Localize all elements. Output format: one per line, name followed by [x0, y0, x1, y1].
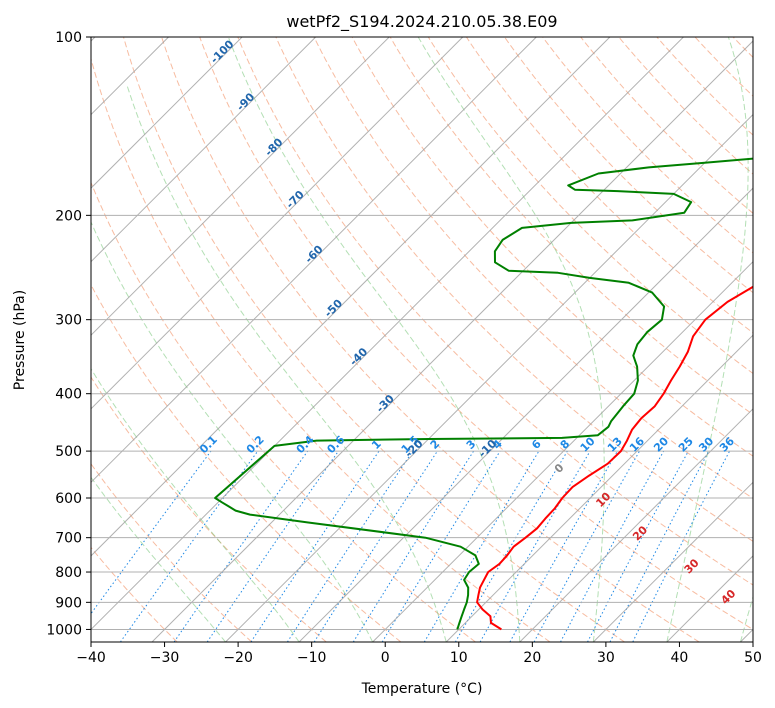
- x-tick-label: 50: [744, 650, 762, 666]
- x-tick-label: 10: [450, 650, 468, 666]
- isotherm: [225, 113, 753, 642]
- dry-adiabat: [91, 56, 551, 642]
- isotherm: [91, 37, 611, 557]
- dry-adiabat: [618, 37, 753, 175]
- mixing-ratio-line: [454, 450, 568, 642]
- x-tick-label: 40: [671, 650, 689, 666]
- isotherm: [91, 37, 537, 484]
- background-lines: [91, 37, 775, 642]
- dry-adiabat: [123, 37, 625, 642]
- y-tick-label: 200: [55, 208, 82, 224]
- isotherm: [372, 260, 753, 642]
- plot-frame: [90, 36, 754, 643]
- moist-adiabat: [91, 476, 226, 642]
- dry-adiabat: [504, 37, 753, 294]
- x-tick-label: −30: [150, 650, 180, 666]
- dry-adiabat: [199, 37, 753, 631]
- mixing-ratio-line: [381, 450, 501, 642]
- y-tick-label: 1000: [46, 622, 82, 638]
- isotherm: [91, 37, 390, 336]
- dry-adiabat: [389, 37, 753, 416]
- y-axis-label: Pressure (hPa): [12, 290, 28, 390]
- moist-adiabat: [126, 83, 447, 642]
- mixing-ratio-line: [509, 450, 618, 642]
- x-tick-label: −40: [76, 650, 106, 666]
- isotherm: [91, 37, 243, 189]
- moist-adiabat: [417, 37, 605, 642]
- profile-lines: [214, 157, 753, 631]
- mixing-ratio-line: [352, 450, 475, 642]
- axes: −40 −30 −20 −10 0 10 20 30 40 50 1000 900 800 700 600 5…: [46, 30, 762, 666]
- dry-adiabat: [465, 37, 753, 334]
- x-tick-label: −10: [297, 650, 327, 666]
- mixing-ratio-line: [119, 450, 259, 642]
- dry-adiabat: [771, 37, 775, 642]
- dry-adiabat: [542, 37, 753, 254]
- x-tick-label: 0: [381, 650, 390, 666]
- dry-adiabat: [91, 181, 476, 642]
- isotherm: [592, 481, 753, 642]
- dry-adiabat: [313, 37, 753, 500]
- y-tick-label: 100: [55, 30, 82, 46]
- dry-adiabat: [580, 37, 753, 214]
- mixing-ratio-line: [479, 450, 591, 642]
- chart-title: wetPf2_S194.2024.210.05.38.E09: [286, 12, 557, 32]
- dewpoint-line: [214, 157, 753, 630]
- y-tick-label: 600: [55, 491, 82, 507]
- mixing-ratio-line: [206, 450, 339, 642]
- mixing-ratio-line: [560, 450, 665, 642]
- isotherm: [91, 37, 684, 631]
- y-tick-label: 900: [55, 595, 82, 611]
- dry-adiabat: [275, 37, 753, 542]
- temperature-line: [476, 285, 753, 631]
- x-axis-label: Temperature (°C): [361, 681, 483, 697]
- isotherm: [445, 334, 753, 642]
- mixing-ratio-line: [91, 450, 212, 615]
- isotherm: [519, 408, 753, 642]
- x-tick-label: 30: [597, 650, 615, 666]
- y-tick-label: 300: [55, 313, 82, 329]
- dry-adiabat: [237, 37, 753, 586]
- moist-adiabat: [227, 37, 521, 642]
- mixing-ratio-line: [423, 450, 540, 642]
- y-tick-label: 800: [55, 565, 82, 581]
- plot-area-background: [91, 37, 753, 642]
- dry-adiabat: [427, 37, 753, 375]
- y-tick-label: 400: [55, 387, 82, 403]
- moist-adiabat: [91, 367, 300, 642]
- isotherm: [91, 37, 464, 410]
- y-tick-label: 700: [55, 531, 82, 547]
- x-tick-label: 20: [523, 650, 541, 666]
- isotherm: [151, 40, 753, 642]
- mixing-ratio-line: [313, 450, 438, 642]
- moist-adiabat: [666, 37, 749, 642]
- y-tick-label: 500: [55, 444, 82, 460]
- isotherm: [91, 37, 317, 263]
- isotherm: [298, 187, 753, 642]
- mixing-ratio-line: [173, 450, 309, 642]
- x-tick-label: −20: [223, 650, 253, 666]
